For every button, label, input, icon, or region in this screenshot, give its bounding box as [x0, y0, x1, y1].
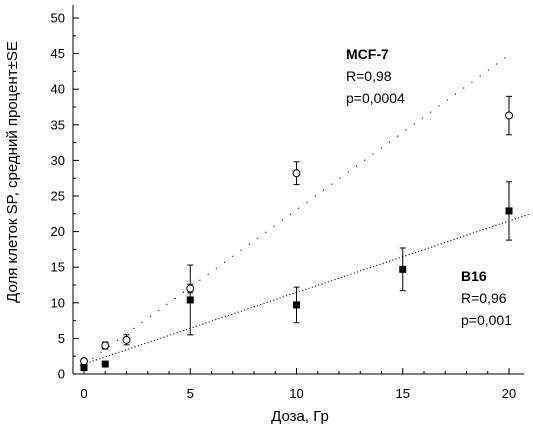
data-points — [80, 111, 513, 372]
y-tick-label: 0 — [58, 367, 65, 382]
y-tick-label: 40 — [51, 82, 65, 97]
y-tick-label: 10 — [51, 295, 65, 310]
mcf7-data-point — [80, 357, 88, 366]
y-axis-ticks: 0 5 10 15 20 25 30 35 40 45 50 — [51, 11, 79, 382]
fit-lines — [79, 54, 531, 366]
mcf7-annotation-r: R=0,98 — [346, 68, 392, 84]
y-tick-label: 25 — [51, 189, 65, 204]
mcf7-annotation: MCF-7 R=0,98 p=0,0004 — [346, 46, 405, 106]
x-tick-label: 0 — [80, 386, 87, 401]
plot-axes — [72, 5, 524, 375]
x-tick-label: 20 — [502, 386, 516, 401]
error-bars — [81, 95, 512, 371]
b16-annotation-r: R=0,96 — [461, 290, 507, 306]
y-axis-title: Доля клеток SP, средний процент±SE — [4, 41, 21, 303]
y-tick-label: 15 — [51, 260, 65, 275]
b16-data-point — [505, 207, 513, 215]
y-tick-label: 45 — [51, 46, 65, 61]
mcf7-data-point — [186, 284, 195, 293]
x-tick-label: 15 — [396, 386, 410, 401]
x-axis-ticks: 0 5 10 15 20 — [80, 368, 516, 401]
mcf7-data-point — [505, 111, 513, 120]
mcf7-annotation-title: MCF-7 — [346, 46, 389, 62]
b16-annotation-title: B16 — [461, 268, 487, 284]
b16-data-point — [293, 301, 300, 309]
x-tick-label: 10 — [289, 386, 303, 401]
y-tick-label: 20 — [51, 224, 65, 239]
b16-fit-line — [79, 213, 531, 366]
x-tick-label: 5 — [187, 386, 194, 401]
mcf7-data-point — [122, 335, 131, 344]
b16-data-point — [101, 360, 109, 368]
mcf7-data-point — [292, 169, 301, 178]
y-tick-label: 30 — [51, 153, 65, 168]
mcf7-data-point — [101, 341, 110, 350]
y-tick-label: 35 — [51, 117, 65, 132]
b16-annotation: B16 R=0,96 p=0,001 — [461, 268, 512, 328]
b16-data-point — [186, 296, 194, 304]
mcf7-annotation-p: p=0,0004 — [346, 90, 405, 106]
y-tick-label: 50 — [51, 11, 65, 26]
x-axis-title: Доза, Гр — [271, 408, 329, 425]
y-tick-label: 5 — [58, 331, 65, 346]
b16-annotation-p: p=0,001 — [461, 312, 512, 328]
b16-data-point — [80, 364, 88, 372]
b16-data-point — [399, 265, 407, 273]
